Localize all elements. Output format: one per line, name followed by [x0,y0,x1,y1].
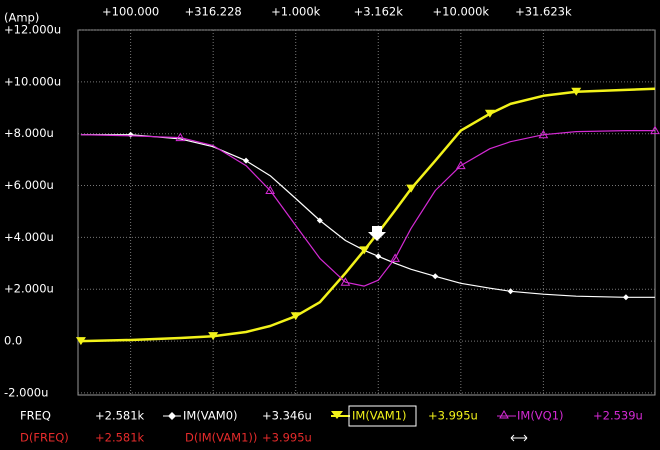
delta-value: +3.995u [262,431,312,445]
delta-name: D(IM(VAM1)) [185,431,257,445]
delta-icon[interactable] [510,434,528,442]
data-marker [375,253,382,260]
series-line [80,134,655,298]
cursor-value: +3.995u [428,409,478,423]
data-marker [75,337,86,346]
legend-label[interactable]: IM(VAM1) [352,409,407,423]
data-marker [484,109,495,118]
cursor-value: +2.539u [593,409,643,423]
data-marker [650,125,660,135]
y-tick-label: +4.000u [4,230,54,244]
y-tick-label: +6.000u [4,178,54,192]
y-tick-label: +10.000u [4,74,61,88]
selected-box [348,405,417,427]
x-tick-label: +100.000 [102,5,159,19]
x-tick-label: +316.228 [185,5,242,19]
data-marker [290,312,301,321]
x-tick-label: +31.623k [515,5,572,19]
legend-label[interactable]: IM(VQ1) [517,409,564,423]
cursor-arrow[interactable] [368,226,386,241]
data-marker [622,294,629,301]
x-tick-label: +10.000k [433,5,490,19]
legend-marker [499,409,509,419]
x-value: +2.581k [95,409,145,423]
y-tick-label: -2.000u [4,385,48,399]
y-tick-label: 0.0 [4,334,22,348]
data-marker [175,132,186,142]
delta-x-value: +2.581k [95,431,145,445]
data-marker [208,332,219,341]
data-marker [432,273,439,280]
data-marker [359,246,370,255]
cursor-value: +3.346u [262,409,312,423]
data-marker [538,129,549,139]
series-line [80,87,656,343]
delta-x-name: D(FREQ) [20,431,69,445]
data-marker [571,87,582,96]
plot-area: +12.000u +10.000u +8.000u +6.000u +4.000u +2.… [4,5,660,399]
y-unit: (Amp) [4,11,39,25]
y-tick-label: +12.000u [4,23,61,37]
legend-label[interactable]: IM(VAM0) [183,409,238,423]
series-line [80,130,655,287]
x-tick-label: +1.000k [271,5,321,19]
data-marker [127,131,134,138]
data-marker [406,184,417,193]
data-marker [507,288,514,295]
data-marker [243,157,250,164]
data-marker [316,217,323,224]
y-tick-label: +2.000u [4,282,54,296]
plot-frame [77,29,656,396]
data-marker [390,253,400,262]
data-marker [340,277,351,286]
y-tick-label: +8.000u [4,126,54,140]
x-name: FREQ [20,409,51,423]
x-tick-label: +3.162k [354,5,404,19]
data-marker [265,185,276,194]
data-marker [455,160,466,170]
